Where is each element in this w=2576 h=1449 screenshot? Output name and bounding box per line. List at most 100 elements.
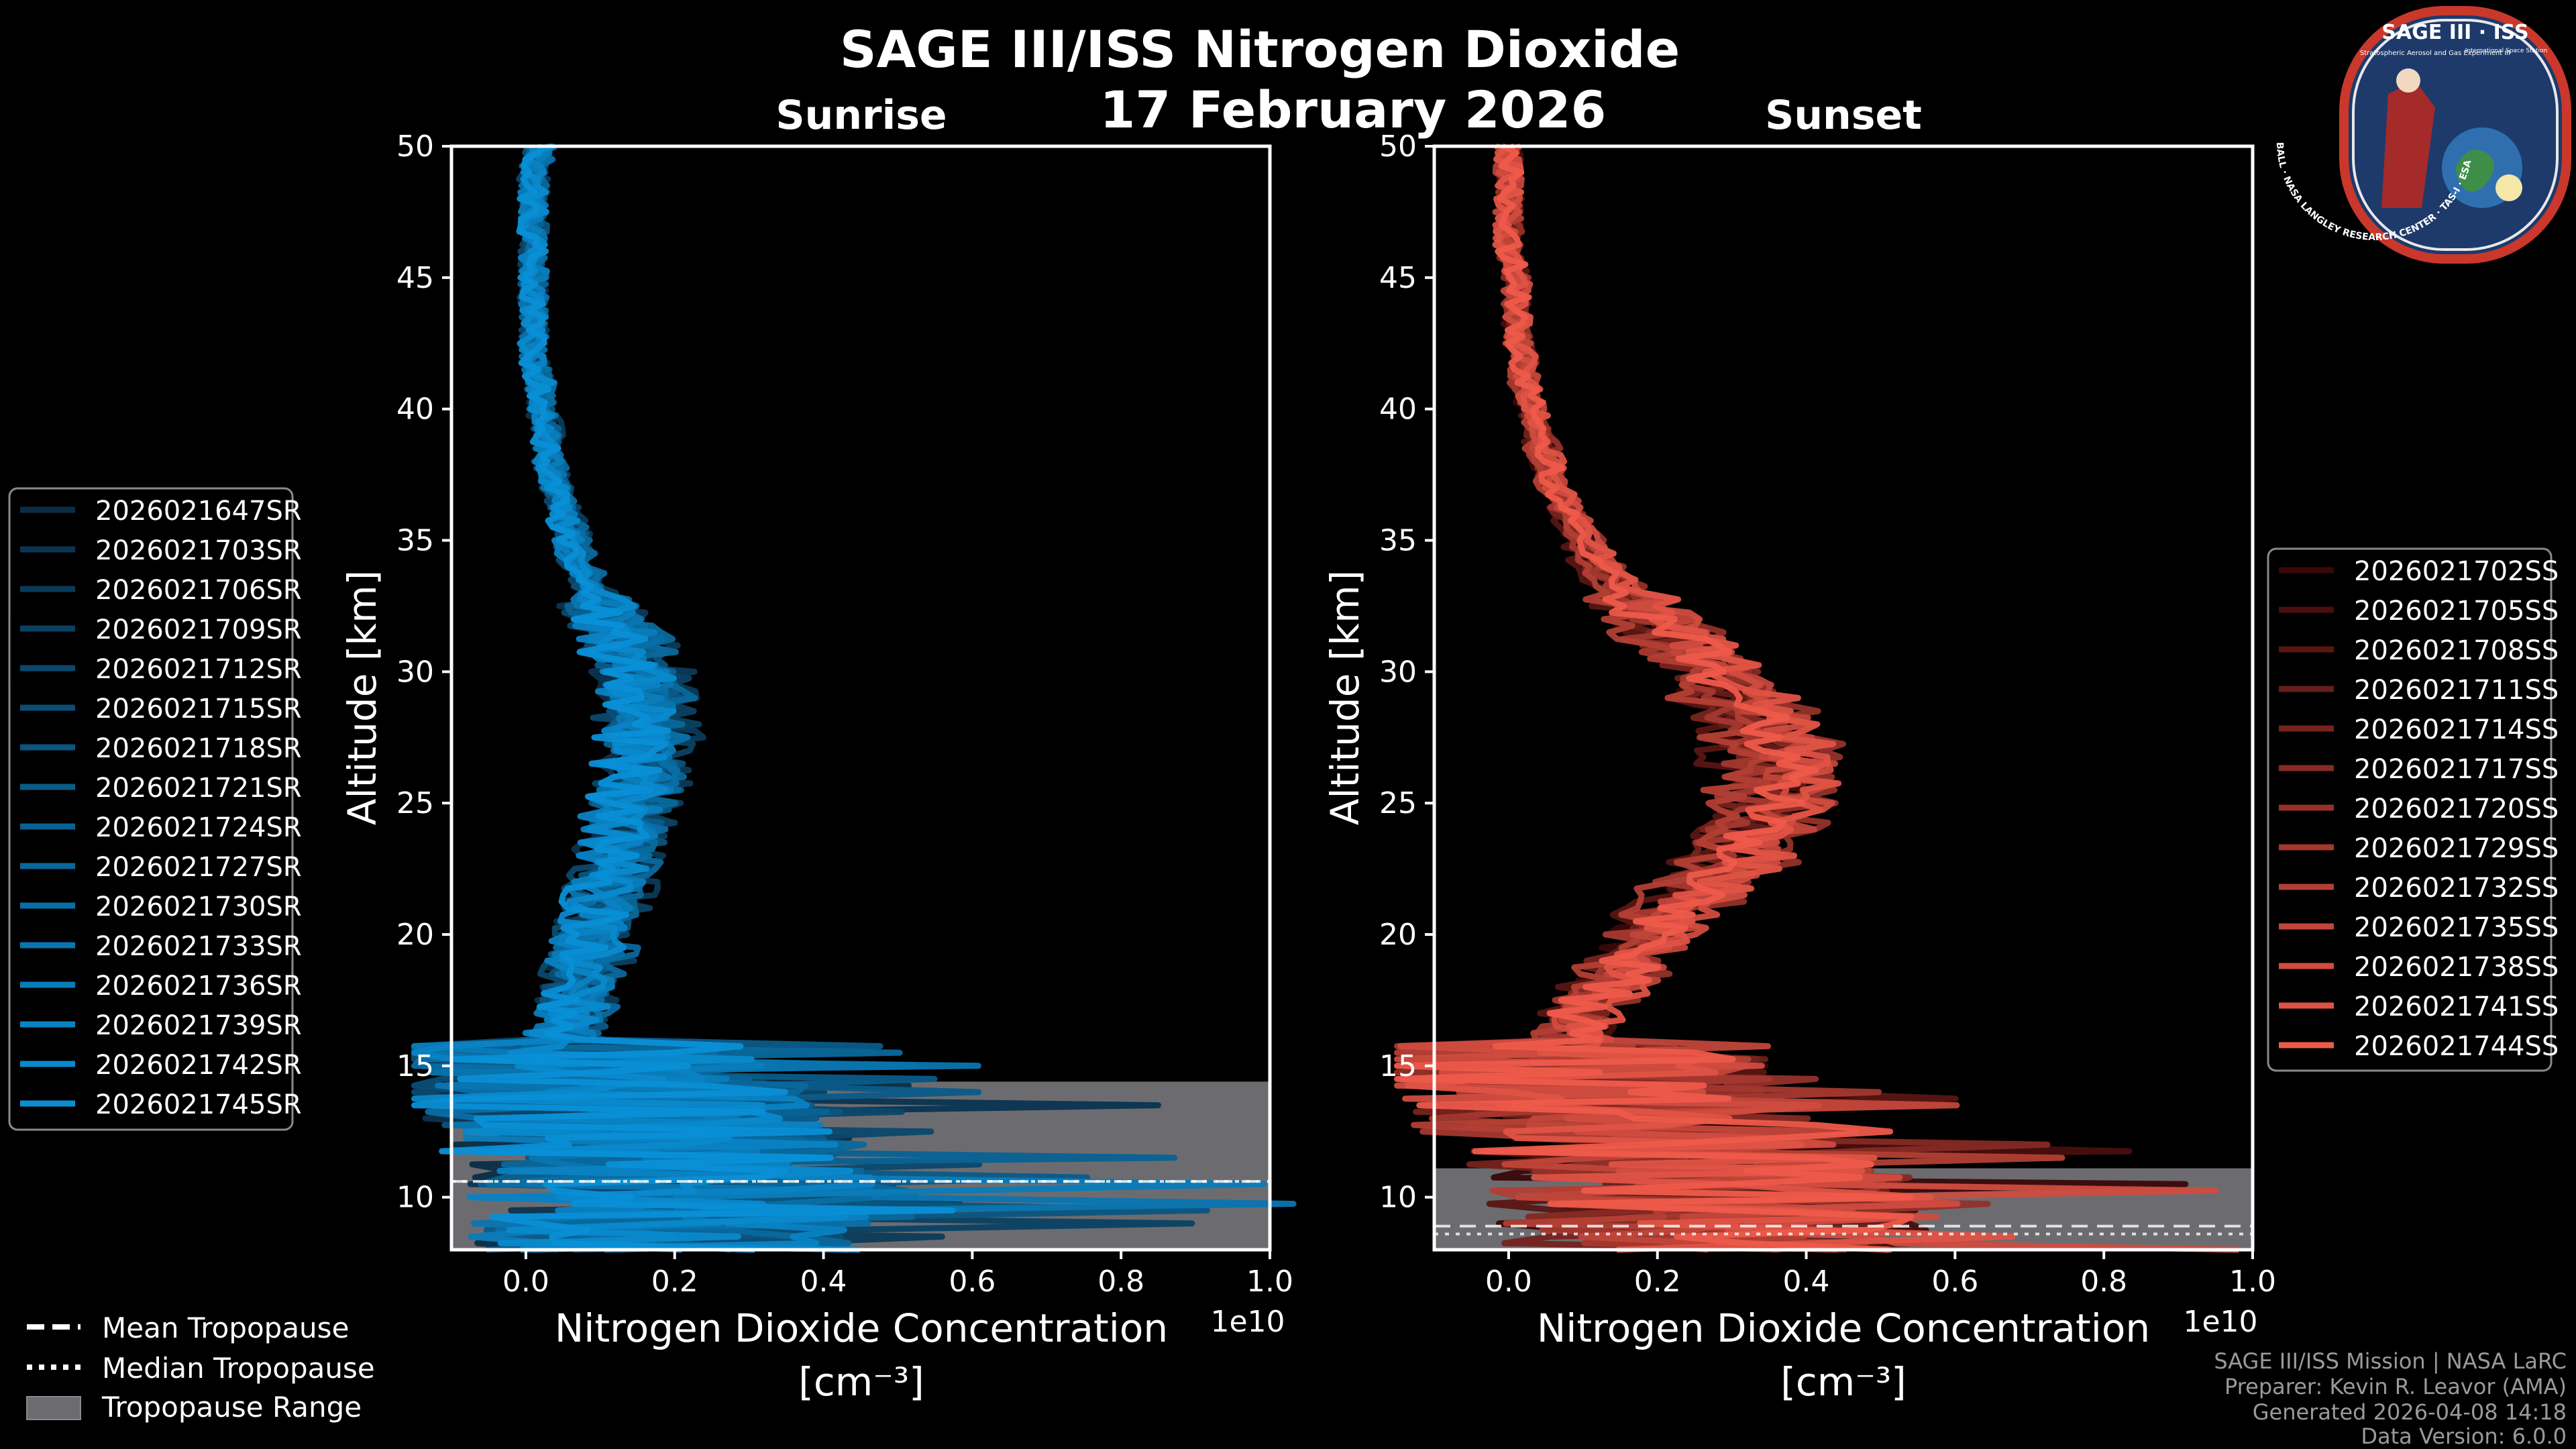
y-tick-label: 25 xyxy=(396,786,434,820)
sunset-legend: 2026021702SS 2026021705SS 2026021708SS 2026… xyxy=(2267,547,2559,1072)
y-tick-label: 35 xyxy=(1379,524,1417,558)
y-tick-label: 15 xyxy=(396,1049,434,1083)
x-tick-label: 0.8 xyxy=(2080,1265,2127,1299)
x-tick-label: 0.0 xyxy=(1485,1265,1532,1299)
x-tick-label: 0.4 xyxy=(1783,1265,1830,1299)
y-tick-label: 45 xyxy=(1379,261,1417,295)
y-tick-label: 25 xyxy=(1379,786,1417,820)
legend-label-2026021733SR: 2026021733SR xyxy=(95,931,302,962)
logo-figure-head xyxy=(2396,68,2420,93)
median-tropopause-label: Median Tropopause xyxy=(102,1352,375,1385)
y-tick-label: 20 xyxy=(396,918,434,952)
y-tick-label: 15 xyxy=(1379,1049,1417,1083)
logo-sun xyxy=(2496,174,2522,201)
sunset-panel: 0.0 0.2 0.4 0.6 0.8 1.0 10 15 20 25 30 35 40 45 50 Ni… xyxy=(1322,129,2276,1405)
sunrise-plot-frame xyxy=(449,144,1272,1252)
x-tick-label: 0.2 xyxy=(1634,1265,1681,1299)
legend-label-2026021744SS: 2026021744SS xyxy=(2354,1031,2559,1062)
sunrise-panel: 0.0 0.2 0.4 0.6 0.8 1.0 10 15 20 25 30 35 40 45 50 Ni… xyxy=(339,129,1297,1405)
y-tick-label: 30 xyxy=(396,655,434,689)
legend-label-2026021739SR: 2026021739SR xyxy=(95,1010,302,1041)
legend-label-2026021712SR: 2026021712SR xyxy=(95,654,302,685)
tropopause-range-label: Tropopause Range xyxy=(101,1391,362,1424)
sunset-y-axis-label: Altitude [km] xyxy=(1322,570,1368,825)
x-tick-label: 1.0 xyxy=(1246,1265,1293,1299)
legend-label-2026021729SS: 2026021729SS xyxy=(2354,833,2559,864)
tropopause-legend: Mean Tropopause Median Tropopause Tropop… xyxy=(26,1311,375,1424)
y-tick-label: 35 xyxy=(396,524,434,558)
x-tick-label: 0.6 xyxy=(949,1265,996,1299)
sunrise-x-axis: 0.0 0.2 0.4 0.6 0.8 1.0 xyxy=(502,1250,1293,1299)
sunrise-panel-title: Sunrise xyxy=(775,92,947,139)
y-tick-label: 50 xyxy=(396,129,434,164)
sunset-legend-frame xyxy=(2267,547,2553,1072)
legend-label-2026021720SS: 2026021720SS xyxy=(2354,794,2559,824)
sunrise-y-axis-label: Altitude [km] xyxy=(339,570,385,825)
footer-mission: SAGE III/ISS Mission | NASA LaRC xyxy=(2214,1348,2567,1374)
sunset-x-multiplier: 1e10 xyxy=(2183,1305,2257,1339)
footer-data-version: Data Version: 6.0.0 xyxy=(2361,1424,2567,1449)
x-tick-label: 0.4 xyxy=(800,1265,847,1299)
footer-preparer: Preparer: Kevin R. Leavor (AMA) xyxy=(2224,1374,2567,1399)
legend-label-2026021702SS: 2026021702SS xyxy=(2354,556,2559,587)
legend-label-2026021745SR: 2026021745SR xyxy=(95,1089,302,1120)
sunrise-x-multiplier: 1e10 xyxy=(1210,1305,1285,1339)
legend-label-2026021735SS: 2026021735SS xyxy=(2354,912,2559,943)
legend-label-2026021706SR: 2026021706SR xyxy=(95,575,302,606)
sunset-panel-title: Sunset xyxy=(1765,92,1922,139)
y-tick-label: 30 xyxy=(1379,655,1417,689)
tropopause-range-swatch xyxy=(26,1396,81,1420)
sunset-profiles xyxy=(1394,143,2253,1253)
sunset-x-axis-unit: [cm⁻³] xyxy=(1780,1359,1907,1405)
sunrise-legend-entries: 2026021647SR 2026021703SR 2026021706SR 2026… xyxy=(20,496,302,1120)
profile-line-2026021745SR xyxy=(411,145,956,1253)
y-tick-label: 20 xyxy=(1379,918,1417,952)
legend-label-2026021738SS: 2026021738SS xyxy=(2354,952,2559,983)
mean-tropopause-label: Mean Tropopause xyxy=(102,1311,349,1344)
sage-iii-iss-logo: SAGE III · ISS Stratospheric Aerosol and… xyxy=(2274,6,2571,264)
sunset-plot-frame xyxy=(1432,144,2255,1252)
y-tick-label: 50 xyxy=(1379,129,1417,164)
logo-inner-ring xyxy=(2352,19,2559,251)
x-tick-label: 0.0 xyxy=(502,1265,549,1299)
y-tick-label: 45 xyxy=(396,261,434,295)
logo-figure xyxy=(2381,80,2435,208)
legend-label-2026021703SR: 2026021703SR xyxy=(95,535,302,566)
legend-label-2026021724SR: 2026021724SR xyxy=(95,812,302,843)
legend-label-2026021647SR: 2026021647SR xyxy=(95,496,302,527)
sunset-x-axis: 0.0 0.2 0.4 0.6 0.8 1.0 xyxy=(1485,1250,2276,1299)
x-tick-label: 1.0 xyxy=(2229,1265,2276,1299)
footer-generated: Generated 2026-04-08 14:18 xyxy=(2253,1399,2567,1425)
sunrise-x-axis-unit: [cm⁻³] xyxy=(798,1359,924,1405)
legend-label-2026021714SS: 2026021714SS xyxy=(2354,714,2559,745)
y-tick-label: 10 xyxy=(396,1181,434,1215)
sunrise-y-axis: 10 15 20 25 30 35 40 45 50 xyxy=(396,129,451,1215)
sunrise-x-axis-label: Nitrogen Dioxide Concentration xyxy=(555,1305,1168,1351)
sunrise-legend-frame xyxy=(8,487,294,1131)
legend-label-2026021721SR: 2026021721SR xyxy=(95,773,302,804)
legend-label-2026021741SS: 2026021741SS xyxy=(2354,991,2559,1022)
legend-label-2026021717SS: 2026021717SS xyxy=(2354,754,2559,785)
sunrise-profiles xyxy=(411,143,1297,1253)
logo-side-text: International Space Station xyxy=(2465,48,2548,54)
logo-earth-land xyxy=(2455,150,2494,192)
sunset-x-axis-label: Nitrogen Dioxide Concentration xyxy=(1537,1305,2150,1351)
x-tick-label: 0.2 xyxy=(651,1265,698,1299)
y-tick-label: 40 xyxy=(1379,392,1417,427)
legend-label-2026021715SR: 2026021715SR xyxy=(95,694,302,724)
legend-label-2026021711SS: 2026021711SS xyxy=(2354,675,2559,706)
profile-line-2026021741SS xyxy=(1404,144,2016,1253)
legend-label-2026021730SR: 2026021730SR xyxy=(95,892,302,922)
logo-subtitle: Stratospheric Aerosol and Gas Experiment… xyxy=(2360,50,2510,57)
legend-label-2026021708SS: 2026021708SS xyxy=(2354,635,2559,666)
logo-title: SAGE III · ISS xyxy=(2381,21,2528,44)
legend-label-2026021727SR: 2026021727SR xyxy=(95,852,302,883)
legend-label-2026021709SR: 2026021709SR xyxy=(95,614,302,645)
legend-label-2026021732SS: 2026021732SS xyxy=(2354,873,2559,904)
y-tick-label: 10 xyxy=(1379,1181,1417,1215)
sunrise-legend: 2026021647SR 2026021703SR 2026021706SR 2026… xyxy=(8,487,302,1131)
x-tick-label: 0.8 xyxy=(1097,1265,1144,1299)
y-tick-label: 40 xyxy=(396,392,434,427)
legend-label-2026021718SR: 2026021718SR xyxy=(95,733,302,764)
